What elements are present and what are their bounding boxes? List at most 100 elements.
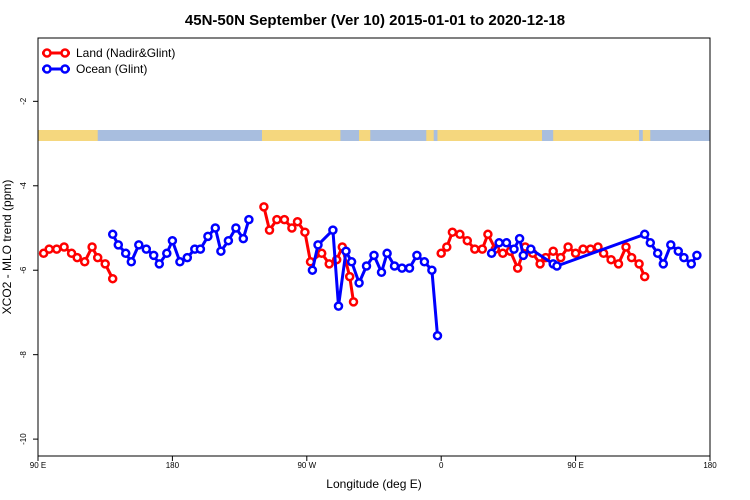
data-point — [501, 238, 512, 248]
map-strip-land — [642, 130, 651, 141]
data-point — [238, 233, 249, 244]
series-layer — [38, 202, 702, 341]
data-point — [666, 240, 676, 250]
data-point — [134, 240, 144, 250]
y-axis: -2 -4 -6 -8 -10 — [19, 97, 38, 445]
chart-title: 45N-50N September (Ver 10) 2015-01-01 to… — [185, 12, 565, 29]
data-point — [79, 257, 90, 267]
data-point — [606, 254, 616, 265]
data-point — [316, 248, 327, 259]
data-point — [272, 214, 282, 225]
y-tick-label: -10 — [19, 433, 28, 445]
data-point — [210, 223, 221, 233]
data-point — [324, 259, 334, 269]
data-point — [92, 252, 103, 263]
data-point — [447, 227, 458, 237]
data-point — [107, 229, 118, 240]
data-point — [120, 248, 131, 259]
data-point — [692, 250, 702, 261]
data-point — [578, 244, 588, 254]
data-point — [126, 257, 137, 267]
legend-marker — [42, 48, 52, 58]
data-point — [639, 271, 650, 282]
legend-label: Land (Nadir&Glint) — [76, 46, 175, 60]
data-point — [552, 261, 562, 271]
data-point — [526, 244, 536, 254]
map-strip-ocean — [38, 130, 710, 141]
x-tick-label: 180 — [703, 461, 717, 470]
data-point — [51, 244, 62, 254]
y-axis-label: XCO2 - MLO trend (ppm) — [0, 180, 14, 315]
data-point — [442, 242, 452, 252]
legend-marker — [42, 64, 52, 74]
data-point — [548, 246, 558, 256]
data-point — [203, 231, 213, 242]
data-point — [477, 244, 488, 254]
data-point — [509, 244, 519, 254]
data-point — [555, 252, 566, 263]
data-point — [389, 261, 400, 271]
map-strip-land — [359, 130, 371, 141]
map-strip-land — [426, 130, 434, 141]
data-point — [470, 244, 480, 254]
data-point — [634, 259, 644, 269]
series-line — [310, 228, 439, 336]
map-strip-land — [38, 130, 94, 141]
data-point — [483, 229, 493, 240]
data-point — [113, 240, 124, 250]
data-point — [244, 214, 254, 225]
legend-marker — [60, 64, 70, 74]
data-point — [626, 252, 637, 263]
data-point — [518, 250, 529, 261]
data-point — [100, 259, 110, 269]
data-point — [195, 244, 206, 254]
map-strip-land — [94, 130, 98, 141]
x-tick-label: 0 — [439, 461, 444, 470]
data-point — [361, 261, 372, 271]
x-axis-label: Longitude (deg E) — [326, 477, 421, 491]
data-point — [621, 242, 631, 252]
data-point — [175, 257, 185, 267]
x-axis: 90 E 180 90 W 0 90 E 180 — [30, 456, 717, 470]
data-point — [59, 242, 69, 252]
data-point — [494, 238, 504, 248]
y-tick-label: -2 — [19, 97, 28, 105]
data-point — [563, 242, 573, 252]
data-point — [432, 330, 443, 341]
map-strip-land — [437, 130, 542, 141]
data-point — [397, 263, 407, 273]
data-point — [639, 229, 650, 240]
data-point — [167, 235, 178, 246]
data-point — [223, 235, 234, 246]
data-point — [44, 244, 54, 254]
data-point — [376, 267, 387, 278]
data-point — [259, 202, 269, 212]
data-point — [182, 252, 193, 263]
data-point — [686, 259, 697, 269]
data-point — [162, 248, 172, 259]
data-point — [154, 259, 165, 269]
legend-marker — [60, 48, 70, 58]
data-point — [354, 278, 364, 288]
data-point — [148, 250, 159, 261]
x-tick-label: 90 E — [30, 461, 46, 470]
data-point — [344, 271, 355, 282]
data-point — [613, 259, 624, 269]
data-point — [264, 225, 275, 235]
map-strip-land — [262, 130, 341, 141]
data-point — [570, 248, 581, 259]
data-point — [328, 225, 338, 235]
map-strip — [38, 130, 710, 141]
data-point — [427, 265, 437, 275]
data-point — [412, 250, 422, 261]
data-point — [313, 240, 323, 250]
x-tick-label: 180 — [166, 461, 180, 470]
data-point — [348, 297, 359, 307]
data-point — [498, 248, 508, 259]
data-point — [512, 263, 523, 273]
x-tick-label: 90 W — [297, 461, 316, 470]
map-strip-land — [553, 130, 640, 141]
data-point — [292, 216, 303, 227]
data-point — [658, 259, 669, 269]
y-tick-label: -8 — [19, 351, 28, 359]
